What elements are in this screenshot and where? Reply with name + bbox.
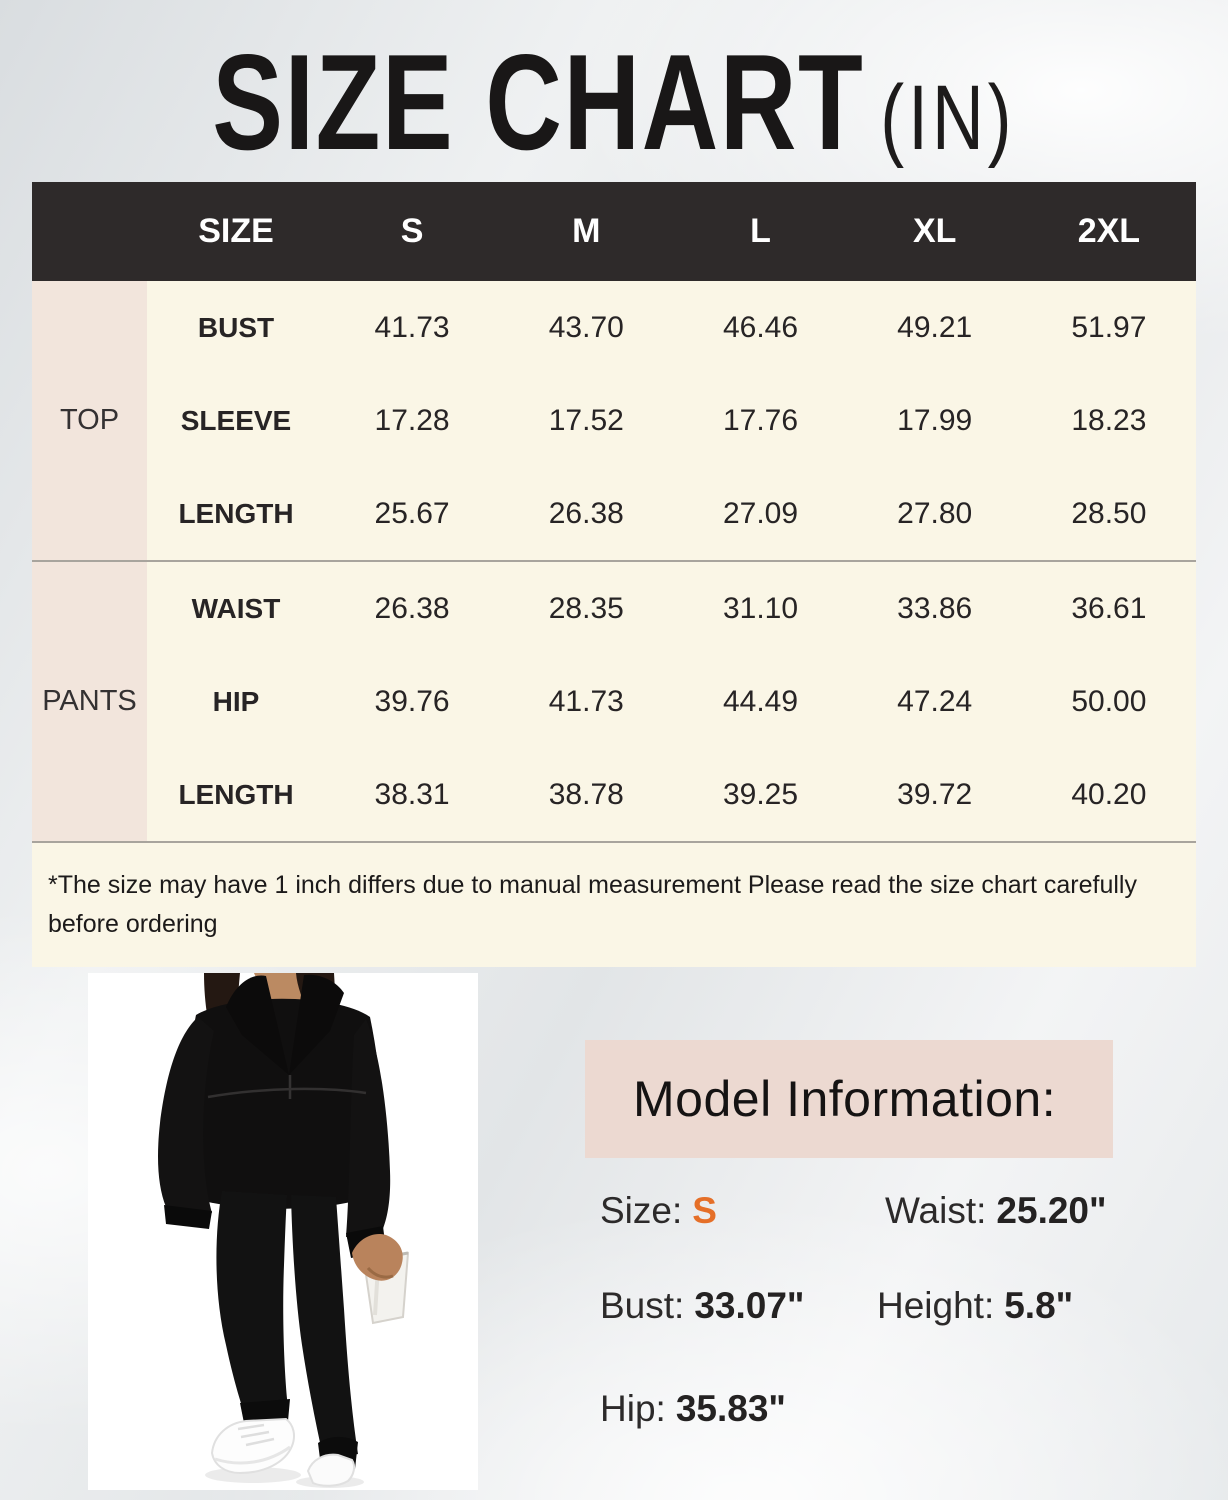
model-cuff-left: [164, 1205, 212, 1229]
model-photo: [88, 973, 478, 1490]
model-info-heading: Model Information:: [585, 1040, 1113, 1158]
hip-m: 41.73: [548, 684, 624, 718]
header-cell-size: SIZE: [198, 212, 274, 250]
size-chart-footnote: *The size may have 1 inch differs due to…: [32, 841, 1196, 967]
row-label-waist: WAIST: [191, 592, 281, 624]
model-bust-value: 33.07": [694, 1285, 805, 1326]
model-waist-value: 25.20": [996, 1190, 1107, 1231]
bust-l: 46.46: [722, 310, 799, 344]
table-row-hip: HIP 39.76 41.73 44.49 47.24 50.00: [147, 655, 1196, 748]
model-height-value: 5.8": [1004, 1285, 1074, 1326]
model-size-label: Size:: [600, 1190, 683, 1231]
row-label-top-length: LENGTH: [178, 497, 294, 529]
table-section-top: TOP BUST 41.73 43.70 46.46 49.21 51.97 S…: [32, 281, 1196, 560]
model-waist-label: Waist:: [885, 1190, 987, 1231]
table-section-pants-rows: WAIST 26.38 28.35 31.10 33.86 36.61 HIP …: [147, 562, 1196, 841]
model-height: Height: 5.8": [877, 1285, 1073, 1327]
table-row-sleeve: SLEEVE 17.28 17.52 17.76 17.99 18.23: [147, 374, 1196, 467]
sleeve-xl: 17.99: [897, 403, 973, 437]
model-collar-left: [226, 975, 289, 1075]
table-row-bust: BUST 41.73 43.70 46.46 49.21 51.97: [147, 281, 1196, 374]
waist-2xl: 36.61: [1071, 591, 1147, 625]
model-hand: [352, 1233, 403, 1281]
model-size-value: S: [692, 1190, 717, 1231]
sleeve-s: 17.28: [374, 403, 450, 437]
waist-m: 28.35: [548, 591, 624, 625]
bust-s: 41.73: [374, 310, 450, 344]
table-row-top-length: LENGTH 25.67 26.38 27.09 27.80 28.50: [147, 467, 1196, 560]
row-label-bust: BUST: [197, 311, 275, 343]
header-cell-xl: XL: [912, 212, 957, 250]
model-sweatshirt-sleeve-right: [346, 1019, 391, 1237]
model-bust-label: Bust:: [600, 1285, 685, 1326]
pants-length-l: 39.25: [722, 777, 799, 811]
pants-length-m: 38.78: [548, 777, 624, 811]
header-cell-m: M: [572, 212, 601, 250]
top-length-s: 25.67: [374, 496, 450, 530]
page-title-text: SIZE CHART: [212, 26, 865, 178]
top-length-xl: 27.80: [897, 496, 973, 530]
top-length-l: 27.09: [722, 496, 799, 530]
header-cell-2xl: 2XL: [1077, 212, 1141, 250]
model-ankle-cuff-left: [240, 1399, 290, 1423]
model-photo-graphic: [88, 973, 478, 1490]
waist-l: 31.10: [722, 591, 799, 625]
sneaker-right: [306, 1453, 356, 1487]
model-hip-value: 35.83": [675, 1388, 786, 1429]
group-label-top: TOP: [32, 281, 147, 560]
header-cell-s: S: [400, 212, 424, 250]
model-pants-leg-right: [291, 1195, 358, 1461]
bust-xl: 49.21: [897, 310, 973, 344]
table-row-pants-length: LENGTH 38.31 38.78 39.25 39.72 40.20: [147, 748, 1196, 841]
sleeve-l: 17.76: [722, 403, 799, 437]
page-title-unit: (IN): [880, 67, 1016, 169]
bust-2xl: 51.97: [1071, 310, 1147, 344]
model-height-label: Height:: [877, 1285, 995, 1326]
row-label-sleeve: SLEEVE: [180, 404, 292, 436]
model-hip-label: Hip:: [600, 1388, 666, 1429]
sneaker-left-laces: [237, 1423, 275, 1447]
sneaker-left: [210, 1417, 295, 1475]
model-sweatshirt-sleeve-left: [158, 1017, 214, 1213]
top-length-m: 26.38: [548, 496, 624, 530]
group-label-pants: PANTS: [32, 562, 147, 841]
size-chart-table: SIZE S M L XL 2XL TOP BUST 41.73 43.70 4…: [32, 182, 1196, 967]
table-row-waist: WAIST 26.38 28.35 31.10 33.86 36.61: [147, 562, 1196, 655]
page-title-line: SIZE CHART (IN): [212, 26, 1015, 178]
waist-s: 26.38: [374, 591, 450, 625]
model-hand-fingers: [366, 1266, 394, 1279]
pants-length-2xl: 40.20: [1071, 777, 1147, 811]
hip-s: 39.76: [374, 684, 450, 718]
model-collar-right: [289, 974, 344, 1075]
header-cell-l: L: [750, 212, 771, 250]
model-sweatshirt-torso: [183, 998, 383, 1209]
model-info-section: Model Information: Size: S Waist: 25.20" B…: [585, 1040, 1228, 1460]
model-bust: Bust: 33.07": [600, 1285, 804, 1327]
model-hip: Hip: 35.83": [600, 1388, 786, 1430]
row-label-hip: HIP: [212, 685, 260, 717]
model-waist: Waist: 25.20": [885, 1190, 1107, 1232]
sleeve-2xl: 18.23: [1071, 403, 1147, 437]
waist-xl: 33.86: [897, 591, 973, 625]
hip-l: 44.49: [722, 684, 799, 718]
hip-2xl: 50.00: [1071, 684, 1147, 718]
table-header-row: SIZE S M L XL 2XL: [32, 182, 1196, 281]
sleeve-m: 17.52: [548, 403, 624, 437]
pants-length-s: 38.31: [374, 777, 450, 811]
table-section-top-rows: BUST 41.73 43.70 46.46 49.21 51.97 SLEEV…: [147, 281, 1196, 560]
model-pocket-seam: [207, 1087, 367, 1099]
model-size: Size: S: [600, 1190, 717, 1232]
top-length-2xl: 28.50: [1071, 496, 1147, 530]
table-section-pants: PANTS WAIST 26.38 28.35 31.10 33.86 36.6…: [32, 560, 1196, 841]
row-label-pants-length: LENGTH: [178, 778, 294, 810]
model-pants-leg-left: [216, 1191, 288, 1413]
bust-m: 43.70: [548, 310, 624, 344]
pants-length-xl: 39.72: [897, 777, 973, 811]
page-title: SIZE CHART (IN): [0, 26, 1228, 178]
hip-xl: 47.24: [897, 684, 973, 718]
sneaker-left-sole: [214, 1445, 291, 1465]
